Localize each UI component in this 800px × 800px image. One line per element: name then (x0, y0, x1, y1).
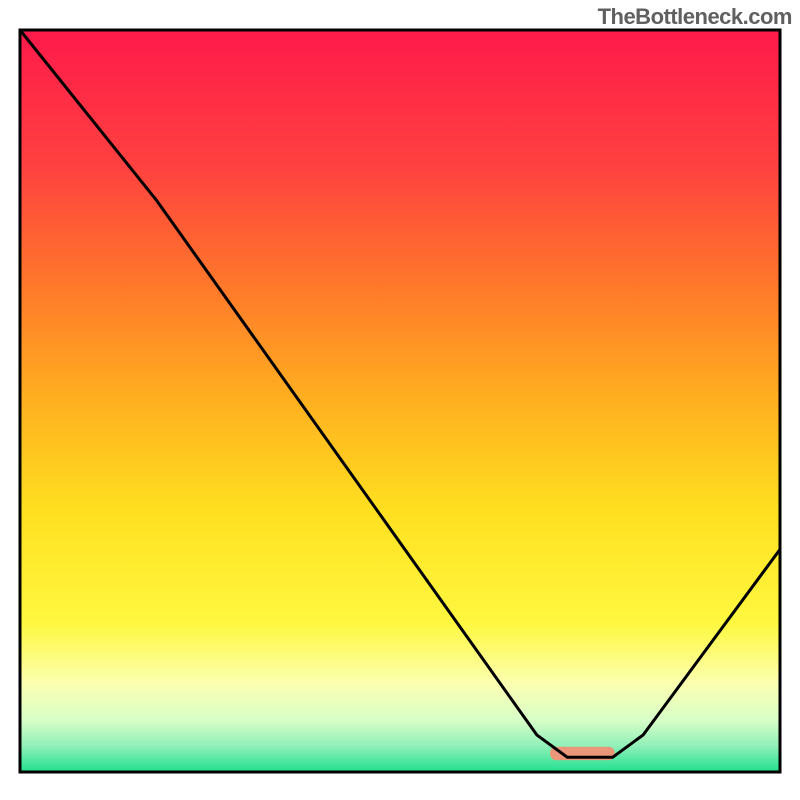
watermark-text: TheBottleneck.com (598, 4, 792, 30)
chart-background (20, 30, 780, 772)
bottleneck-chart (0, 0, 800, 800)
chart-container: TheBottleneck.com (0, 0, 800, 800)
